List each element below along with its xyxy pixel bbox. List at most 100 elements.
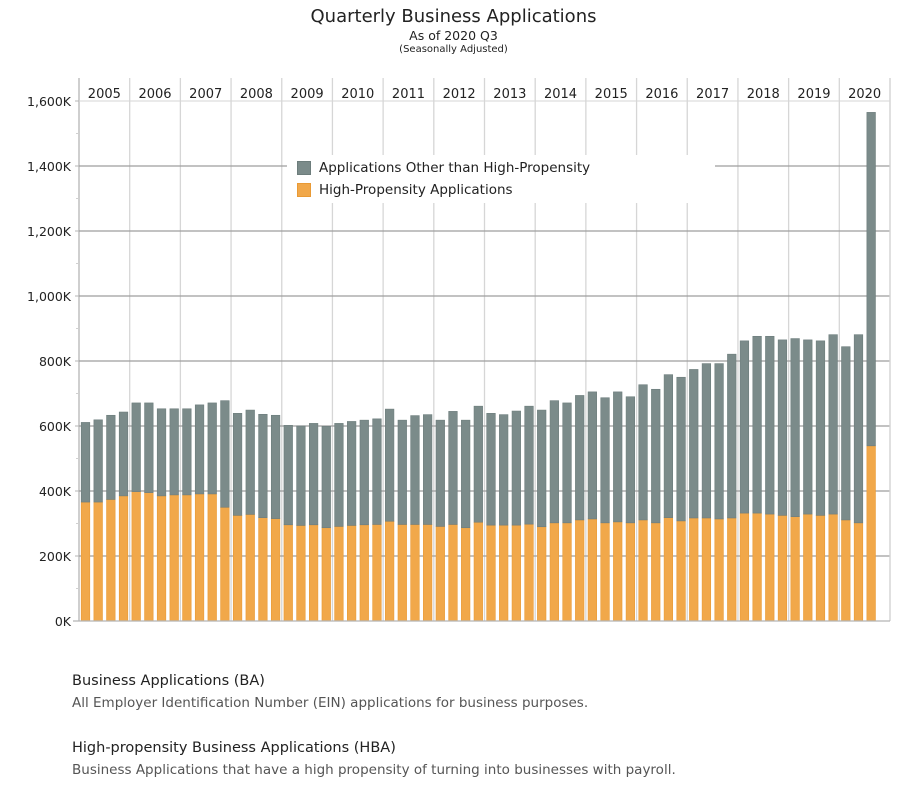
bar-other-2007-Q1 [182,408,192,496]
bar-other-2014-Q3 [562,402,572,524]
bar-high-propensity-2012-Q2 [448,524,458,622]
bar-high-propensity-2017-Q1 [689,517,699,622]
bar-high-propensity-2006-Q3 [156,495,167,622]
bar-high-propensity-2019-Q1 [790,516,800,622]
x-tick-label-2011: 2011 [392,87,425,102]
bar-high-propensity-2005-Q3 [106,499,116,622]
bar-high-propensity-2013-Q2 [499,524,509,622]
bar-high-propensity-2015-Q1 [587,518,597,622]
y-tick-label-1600: 1,600K [27,94,72,109]
bar-other-2008-Q3 [258,413,268,518]
x-tick-label-2008: 2008 [240,87,273,102]
bar-other-2020-Q2 [853,334,864,524]
bar-other-2010-Q2 [347,421,357,526]
bar-other-2015-Q4 [625,396,635,524]
bar-other-2014-Q1 [537,409,547,528]
chart-subtitle: As of 2020 Q3 [409,28,498,43]
legend: Applications Other than High-Propensity … [287,155,715,203]
legend-item-high-propensity[interactable]: High-Propensity Applications [297,181,513,199]
bar-other-2007-Q2 [194,404,205,495]
x-tick-label-2017: 2017 [696,87,729,102]
bar-high-propensity-2015-Q3 [613,521,623,622]
bar-other-2011-Q2 [397,419,407,525]
bar-high-propensity-2013-Q3 [511,524,521,622]
chart-title: Quarterly Business Applications [310,6,597,27]
bar-other-2010-Q1 [334,423,344,527]
bar-other-2011-Q3 [410,415,420,525]
legend-label-other: Applications Other than High-Propensity [319,160,591,176]
bar-other-2012-Q1 [435,419,445,527]
bar-high-propensity-2016-Q1 [638,519,648,622]
bar-high-propensity-2010-Q3 [359,524,369,622]
bar-other-2019-Q3 [815,340,826,516]
bar-high-propensity-2016-Q3 [663,517,674,622]
bar-other-2008-Q2 [245,409,255,515]
x-tick-label-2016: 2016 [645,87,678,102]
bar-high-propensity-2007-Q2 [194,493,205,622]
y-tick-label-0: 0K [55,614,72,629]
bar-high-propensity-2011-Q3 [410,524,420,622]
bar-other-2018-Q4 [777,339,788,516]
x-tick-label-2012: 2012 [443,87,476,102]
bar-high-propensity-2011-Q2 [397,524,407,622]
bar-other-2017-Q3 [714,363,724,520]
bar-high-propensity-2019-Q3 [815,515,826,622]
bar-high-propensity-2014-Q4 [575,519,585,622]
bar-other-2010-Q3 [359,419,369,526]
bar-other-2020-Q1 [841,346,851,521]
legend-swatch-high-propensity [297,183,311,197]
bar-other-2005-Q1 [80,422,91,503]
bar-other-2009-Q4 [321,426,331,529]
bar-other-2019-Q4 [828,334,838,515]
bar-high-propensity-2007-Q3 [207,493,217,622]
chart-header: Quarterly Business Applications As of 20… [0,6,907,56]
bar-other-2018-Q3 [765,335,775,515]
definitions: Business Applications (BA) All Employer … [72,670,676,804]
bar-other-2011-Q1 [385,408,395,522]
bar-high-propensity-2006-Q2 [144,492,154,622]
bar-high-propensity-2014-Q2 [549,522,559,622]
bar-high-propensity-2006-Q4 [169,494,179,622]
x-tick-label-2010: 2010 [341,87,374,102]
bar-other-2012-Q2 [448,411,458,525]
bar-other-2016-Q1 [638,384,648,521]
bar-high-propensity-2016-Q2 [651,522,661,622]
bar-high-propensity-2013-Q1 [486,524,496,622]
bar-high-propensity-2008-Q1 [232,515,243,622]
bar-high-propensity-2012-Q4 [473,521,483,622]
bar-high-propensity-2017-Q4 [727,517,737,622]
bar-high-propensity-2014-Q1 [537,526,547,622]
bar-high-propensity-2015-Q2 [600,522,610,622]
bar-other-2005-Q3 [106,414,116,500]
x-tick-label-2018: 2018 [747,87,780,102]
x-tick-label-2014: 2014 [544,87,577,102]
bar-other-2006-Q2 [144,402,154,493]
bar-high-propensity-2007-Q1 [182,494,192,622]
bar-high-propensity-2005-Q2 [93,501,103,622]
bar-other-2005-Q2 [93,419,103,503]
bar-high-propensity-2008-Q2 [245,514,255,622]
bar-high-propensity-2010-Q2 [347,525,357,622]
bar-high-propensity-2005-Q1 [80,501,91,622]
x-tick-label-2006: 2006 [138,87,171,102]
bar-other-2006-Q1 [131,402,141,492]
bar-other-2016-Q3 [663,374,674,518]
definition-text-hba: Business Applications that have a high p… [72,762,676,778]
bar-high-propensity-2009-Q1 [283,524,293,622]
bar-other-2014-Q4 [575,395,585,521]
bar-other-2020-Q3 [866,112,876,447]
x-tick-label-2007: 2007 [189,87,222,102]
bar-high-propensity-2013-Q4 [524,523,534,622]
bar-other-2017-Q1 [689,369,699,519]
bar-high-propensity-2016-Q4 [676,520,686,622]
x-tick-label-2019: 2019 [797,87,830,102]
y-tick-label-400: 400K [39,484,72,499]
legend-item-other[interactable]: Applications Other than High-Propensity [297,159,590,177]
bar-high-propensity-2010-Q4 [372,524,382,622]
bar-other-2008-Q4 [270,414,281,519]
bar-high-propensity-2020-Q2 [853,522,864,622]
y-tick-label-800: 800K [39,354,72,369]
x-tick-label-2020: 2020 [848,87,881,102]
x-tick-label-2013: 2013 [493,87,526,102]
bar-other-2013-Q2 [499,414,509,526]
